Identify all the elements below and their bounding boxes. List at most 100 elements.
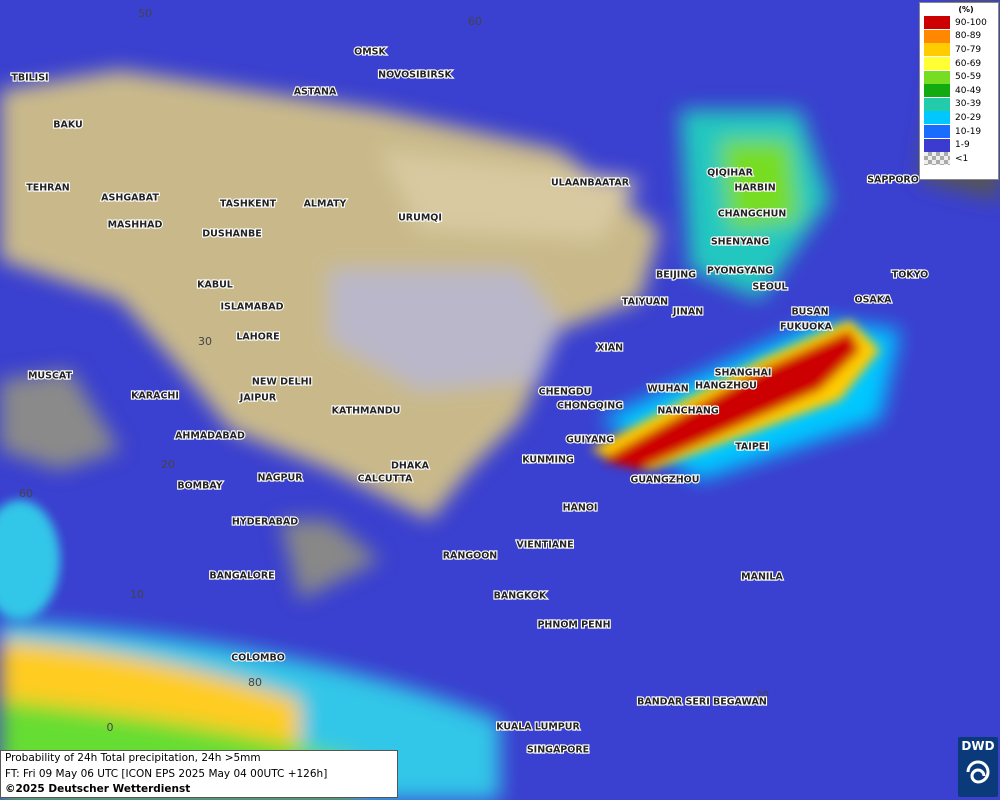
city-label: BAKU: [53, 120, 83, 131]
city-label: PHNOM PENH: [537, 620, 610, 631]
legend-label: 90-100: [955, 17, 987, 28]
city-label: OMSK: [354, 47, 386, 58]
logo-icon: [966, 760, 990, 784]
city-label: BANDAR SERI BEGAWAN: [637, 697, 767, 708]
city-label: QIQIHAR: [707, 168, 754, 179]
city-label: CALCUTTA: [358, 474, 414, 485]
graticule-label: 10: [130, 588, 144, 601]
city-label: OSAKA: [855, 295, 893, 306]
city-label: XIAN: [597, 343, 623, 354]
city-label: ISLAMABAD: [220, 302, 283, 313]
city-label: RANGOON: [443, 551, 498, 562]
city-label: BOMBAY: [177, 481, 222, 492]
legend-item: 90-100: [920, 16, 998, 30]
city-label: TBILISI: [11, 73, 48, 84]
city-label: HANOI: [563, 503, 598, 514]
footer-line: FT: Fri 09 May 06 UTC [ICON EPS 2025 May…: [5, 767, 328, 780]
city-label: TAIPEI: [735, 442, 769, 453]
city-label: BANGALORE: [209, 571, 274, 582]
legend-item: 40-49: [920, 84, 998, 98]
city-label: PYONGYANG: [707, 266, 773, 277]
legend-label: 60-69: [955, 58, 982, 69]
city-label: HYDERABAD: [232, 517, 298, 528]
city-label: MANILA: [741, 572, 783, 583]
legend-rows: 90-100 80-89 70-79 60-69 50-59 40-49 30-39 20-2…: [920, 16, 998, 166]
legend-item: 80-89: [920, 29, 998, 44]
legend-label: 10-19: [955, 126, 982, 137]
city-label: BANGKOK: [494, 591, 547, 602]
city-label: URUMQI: [398, 213, 442, 224]
footer-line: ©2025 Deutscher Wetterdienst: [5, 783, 191, 795]
city-label: NOVOSIBIRSK: [378, 70, 452, 81]
city-label: GUANGZHOU: [631, 475, 700, 486]
city-label: GUIYANG: [566, 435, 614, 446]
city-label: SAPPORO: [867, 175, 919, 186]
legend-unit: (%): [958, 5, 974, 14]
legend-label: 1-9: [955, 140, 970, 151]
logo-text: DWD: [961, 739, 995, 753]
graticule-label: 20: [161, 458, 175, 471]
legend-swatch: [924, 16, 950, 30]
legend-swatch: [924, 70, 950, 84]
legend: (%) 90-100 80-89 70-79 60-69 50-59 40-49 30-39…: [919, 2, 999, 180]
city-label: BUSAN: [791, 307, 828, 318]
city-label: SHENYANG: [711, 237, 770, 248]
city-label: HANGZHOU: [695, 381, 757, 392]
city-label: TEHRAN: [26, 183, 70, 194]
legend-item: 70-79: [920, 43, 998, 57]
city-label: DUSHANBE: [202, 229, 261, 240]
city-label: DHAKA: [391, 461, 430, 472]
city-label: FUKUOKA: [780, 322, 833, 333]
legend-swatch: [924, 57, 950, 71]
legend-swatch: [924, 29, 950, 43]
legend-label: 70-79: [955, 44, 982, 55]
legend-swatch: [924, 84, 950, 98]
city-label: LAHORE: [236, 332, 279, 343]
city-label: MUSCAT: [28, 371, 73, 382]
city-label: HARBIN: [734, 183, 775, 194]
city-label: NANCHANG: [657, 406, 718, 417]
legend-swatch: [924, 125, 950, 139]
city-label: BEIJING: [656, 270, 696, 281]
city-label: TOKYO: [892, 270, 929, 281]
graticule-label: 80: [248, 676, 262, 689]
city-label: ALMATY: [304, 199, 347, 210]
graticule-label: 20: [755, 689, 769, 702]
legend-swatch: [924, 111, 950, 125]
city-label: TAIYUAN: [622, 297, 668, 308]
city-label: ASTANA: [294, 87, 337, 98]
legend-label: 80-89: [955, 31, 982, 42]
graticule-label: 30: [198, 335, 212, 348]
city-label: NAGPUR: [257, 473, 303, 484]
legend-item: 10-19: [920, 125, 998, 139]
city-label: ASHGABAT: [101, 193, 159, 204]
legend-label: <1: [955, 153, 969, 164]
legend-item: 50-59: [920, 70, 998, 84]
city-label: AHMADABAD: [175, 431, 245, 442]
city-label: CHANGCHUN: [718, 209, 787, 220]
city-label: JAIPUR: [239, 393, 277, 404]
legend-label: 50-59: [955, 72, 982, 83]
city-label: COLOMBO: [231, 653, 285, 664]
legend-swatch: [924, 97, 950, 111]
city-label: CHONGQING: [557, 401, 623, 412]
city-label: KARACHI: [131, 391, 179, 402]
legend-label: 30-39: [955, 99, 982, 110]
graticule-label: 50: [138, 7, 152, 20]
footer-line: Probability of 24h Total precipitation, …: [5, 752, 261, 764]
city-label: NEW DELHI: [252, 377, 312, 388]
city-label: KATHMANDU: [332, 406, 401, 417]
graticule-label: 60: [468, 15, 482, 28]
legend-label: 40-49: [955, 85, 982, 96]
legend-swatch: [924, 138, 950, 152]
city-label: KUALA LUMPUR: [496, 722, 580, 733]
city-label: TASHKENT: [220, 199, 277, 210]
legend-item: <1: [920, 152, 998, 166]
city-label: CHENGDU: [539, 387, 592, 398]
legend-item: 60-69: [920, 57, 998, 71]
city-label: SHANGHAI: [715, 368, 772, 379]
graticule-label: 60: [19, 487, 33, 500]
footer: Probability of 24h Total precipitation, …: [0, 750, 398, 798]
